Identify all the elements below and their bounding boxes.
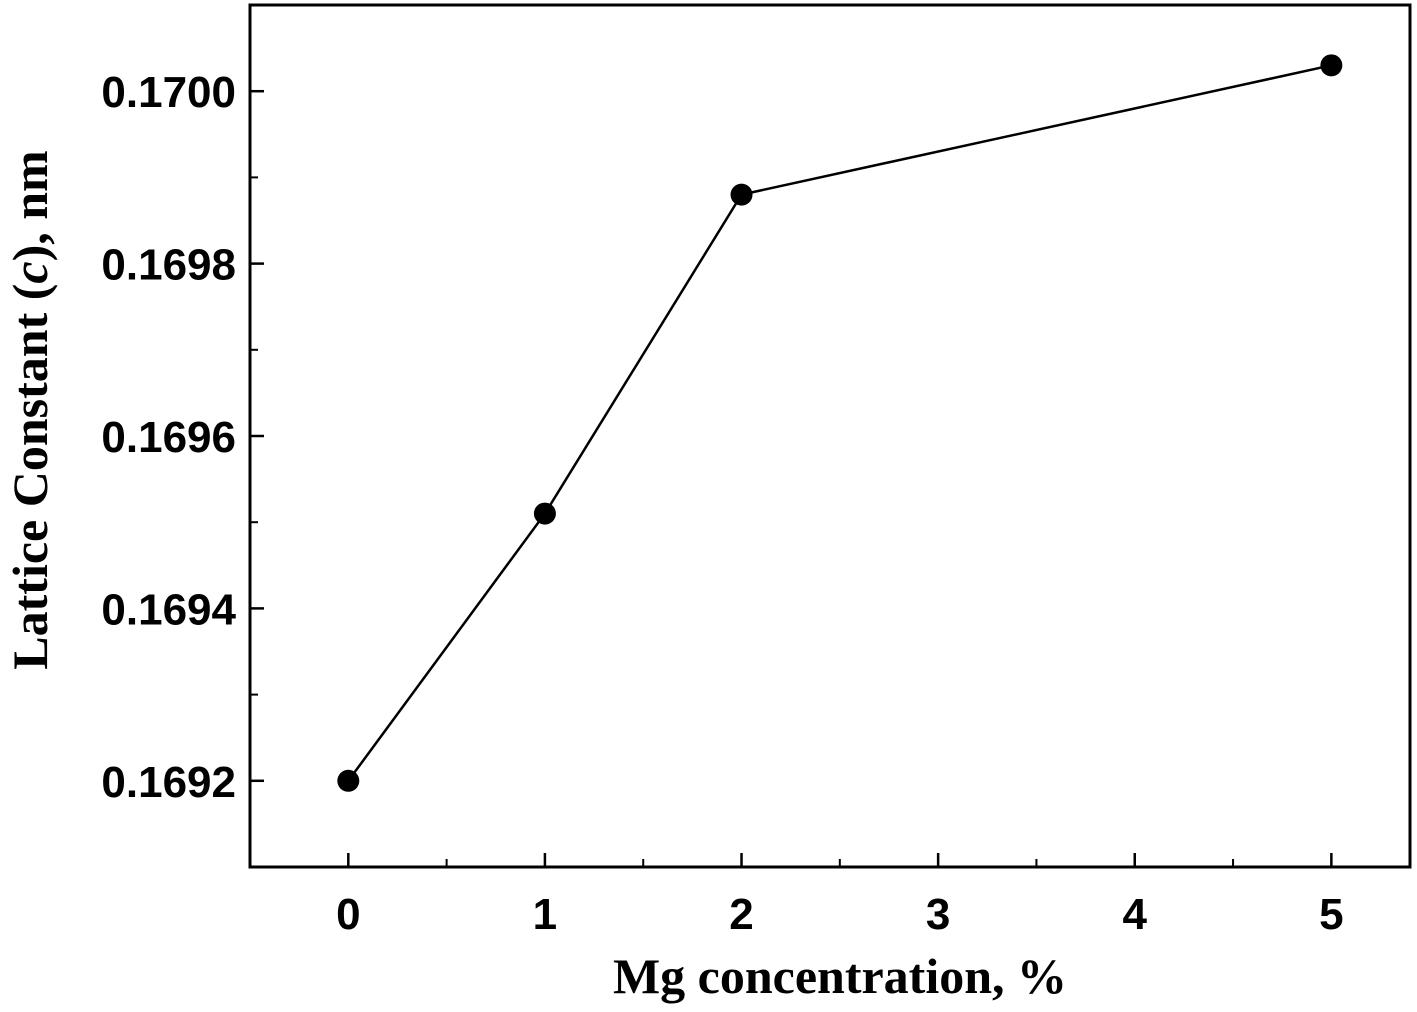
- x-axis-title: Mg concentration, %: [613, 948, 1067, 1004]
- x-tick-label: 0: [336, 890, 360, 939]
- x-tick-label: 4: [1123, 890, 1148, 939]
- series-layer: [337, 54, 1343, 792]
- data-point: [1320, 54, 1343, 77]
- x-tick-label: 1: [533, 890, 557, 939]
- y-tick-label: 0.1694: [101, 585, 236, 634]
- y-tick-label: 0.1698: [101, 241, 236, 290]
- y-tick-label: 0.1696: [101, 413, 236, 462]
- y-axis-ticks: 0.1692 0.1694 0.1696 0.1698 0.1700: [101, 4, 264, 807]
- x-tick-label: 2: [729, 890, 753, 939]
- x-axis-ticks: 0 1 2 3 4 5: [336, 853, 1344, 939]
- x-tick-label: 5: [1319, 890, 1343, 939]
- data-point: [730, 183, 753, 206]
- y-tick-label: 0.1692: [101, 758, 236, 807]
- y-tick-label: 0.1700: [101, 68, 236, 117]
- data-point: [337, 769, 360, 792]
- y-axis-title: Lattice Constant (c), nm: [2, 150, 58, 669]
- y-axis-title-before: Lattice Constant (: [2, 284, 58, 670]
- plot-frame: [248, 3, 1412, 869]
- series-line: [347, 64, 1332, 782]
- y-axis-title-italic: c: [2, 261, 58, 283]
- data-point: [533, 502, 556, 525]
- x-tick-label: 3: [926, 890, 950, 939]
- y-axis-title-after: ), nm: [2, 150, 58, 261]
